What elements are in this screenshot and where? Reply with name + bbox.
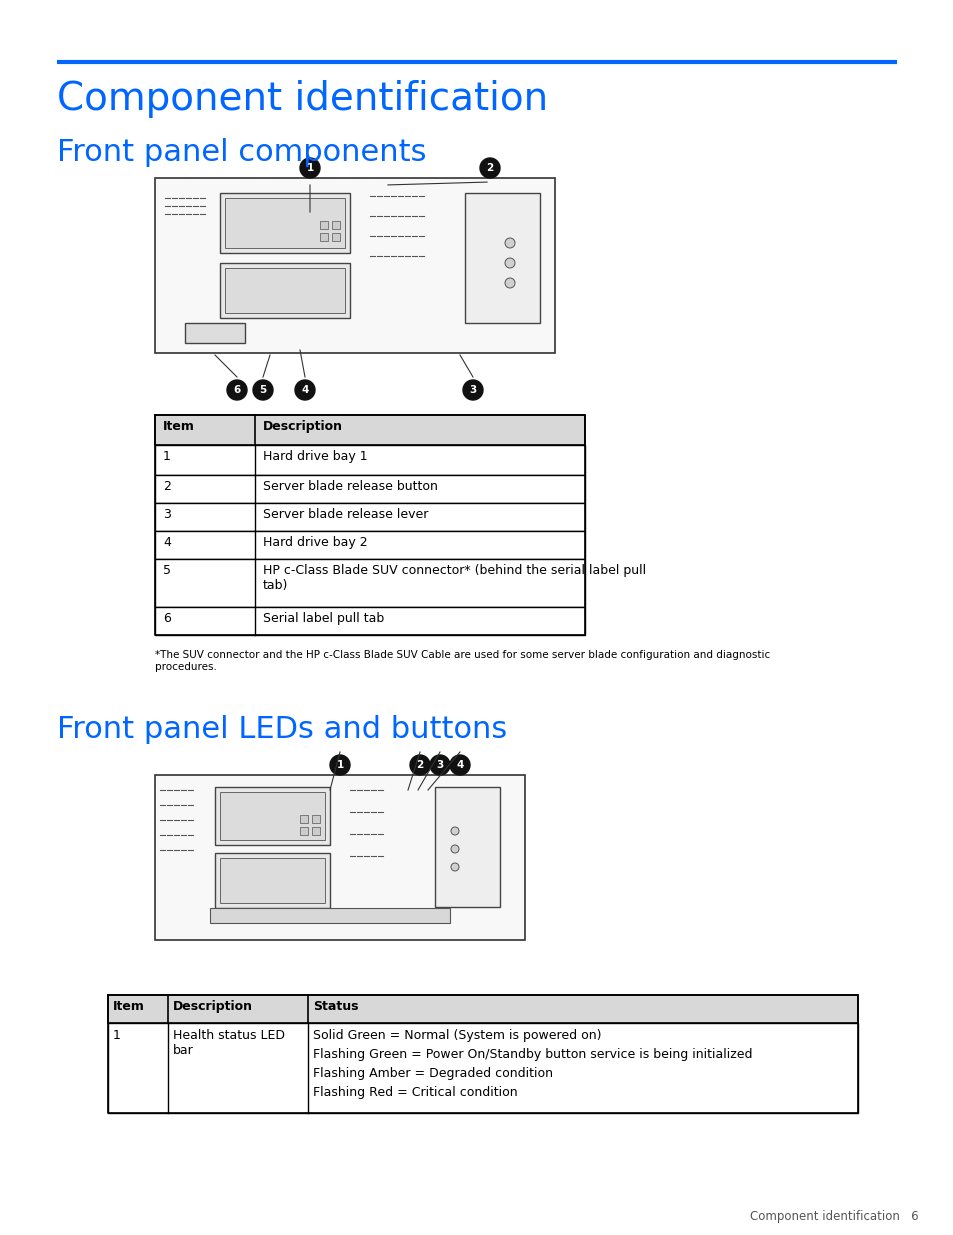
- Text: Hard drive bay 1: Hard drive bay 1: [263, 450, 367, 463]
- FancyBboxPatch shape: [220, 263, 350, 317]
- Circle shape: [253, 380, 273, 400]
- Text: 3: 3: [469, 385, 476, 395]
- Circle shape: [410, 755, 430, 776]
- FancyBboxPatch shape: [154, 445, 584, 475]
- Text: 1: 1: [163, 450, 171, 463]
- FancyBboxPatch shape: [220, 858, 325, 903]
- FancyBboxPatch shape: [154, 606, 584, 635]
- FancyBboxPatch shape: [220, 792, 325, 840]
- FancyBboxPatch shape: [220, 193, 350, 253]
- Text: 1: 1: [336, 760, 343, 769]
- FancyBboxPatch shape: [210, 908, 450, 923]
- Circle shape: [451, 863, 458, 871]
- Circle shape: [504, 238, 515, 248]
- Text: Health status LED
bar: Health status LED bar: [172, 1029, 285, 1057]
- Text: 4: 4: [456, 760, 463, 769]
- Circle shape: [299, 158, 319, 178]
- Text: 5: 5: [163, 564, 171, 577]
- FancyBboxPatch shape: [214, 787, 330, 845]
- Circle shape: [504, 278, 515, 288]
- FancyBboxPatch shape: [332, 233, 339, 241]
- FancyBboxPatch shape: [154, 531, 584, 559]
- FancyBboxPatch shape: [312, 827, 319, 835]
- Text: Solid Green = Normal (System is powered on)
Flashing Green = Power On/Standby bu: Solid Green = Normal (System is powered …: [313, 1029, 752, 1099]
- Text: HP c-Class Blade SUV connector* (behind the serial label pull
tab): HP c-Class Blade SUV connector* (behind …: [263, 564, 645, 592]
- FancyBboxPatch shape: [214, 853, 330, 908]
- Text: Item: Item: [112, 1000, 145, 1013]
- Text: 5: 5: [259, 385, 266, 395]
- Text: Front panel LEDs and buttons: Front panel LEDs and buttons: [57, 715, 507, 743]
- FancyBboxPatch shape: [332, 221, 339, 228]
- FancyBboxPatch shape: [185, 324, 245, 343]
- Text: 4: 4: [163, 536, 171, 550]
- FancyBboxPatch shape: [108, 995, 857, 1023]
- FancyBboxPatch shape: [225, 198, 345, 248]
- Text: *The SUV connector and the HP c-Class Blade SUV Cable are used for some server b: *The SUV connector and the HP c-Class Bl…: [154, 650, 769, 672]
- Text: Component identification   6: Component identification 6: [749, 1210, 918, 1223]
- FancyBboxPatch shape: [154, 776, 524, 940]
- Text: Front panel components: Front panel components: [57, 138, 426, 167]
- Circle shape: [451, 845, 458, 853]
- FancyBboxPatch shape: [154, 475, 584, 503]
- FancyBboxPatch shape: [154, 178, 555, 353]
- Text: 2: 2: [416, 760, 423, 769]
- FancyBboxPatch shape: [108, 1023, 857, 1113]
- Text: Status: Status: [313, 1000, 358, 1013]
- FancyBboxPatch shape: [435, 787, 499, 906]
- FancyBboxPatch shape: [319, 233, 328, 241]
- Text: 6: 6: [233, 385, 240, 395]
- FancyBboxPatch shape: [464, 193, 539, 324]
- Circle shape: [479, 158, 499, 178]
- Text: 2: 2: [486, 163, 493, 173]
- Text: 3: 3: [163, 508, 171, 521]
- FancyBboxPatch shape: [299, 827, 308, 835]
- FancyBboxPatch shape: [154, 559, 584, 606]
- FancyBboxPatch shape: [319, 221, 328, 228]
- Circle shape: [462, 380, 482, 400]
- Text: 1: 1: [112, 1029, 121, 1042]
- Text: Description: Description: [263, 420, 343, 433]
- FancyBboxPatch shape: [154, 503, 584, 531]
- Circle shape: [330, 755, 350, 776]
- Circle shape: [450, 755, 470, 776]
- FancyBboxPatch shape: [312, 815, 319, 823]
- Text: Item: Item: [163, 420, 194, 433]
- FancyBboxPatch shape: [299, 815, 308, 823]
- Text: 6: 6: [163, 613, 171, 625]
- Circle shape: [504, 258, 515, 268]
- FancyBboxPatch shape: [154, 415, 584, 445]
- Text: 1: 1: [306, 163, 314, 173]
- Circle shape: [294, 380, 314, 400]
- Circle shape: [227, 380, 247, 400]
- Circle shape: [451, 827, 458, 835]
- Text: Component identification: Component identification: [57, 80, 548, 119]
- Text: Server blade release lever: Server blade release lever: [263, 508, 428, 521]
- Text: Server blade release button: Server blade release button: [263, 480, 437, 493]
- Text: Serial label pull tab: Serial label pull tab: [263, 613, 384, 625]
- Text: 3: 3: [436, 760, 443, 769]
- Text: Description: Description: [172, 1000, 253, 1013]
- Circle shape: [430, 755, 450, 776]
- FancyBboxPatch shape: [225, 268, 345, 312]
- Text: 2: 2: [163, 480, 171, 493]
- Text: Hard drive bay 2: Hard drive bay 2: [263, 536, 367, 550]
- Text: 4: 4: [301, 385, 309, 395]
